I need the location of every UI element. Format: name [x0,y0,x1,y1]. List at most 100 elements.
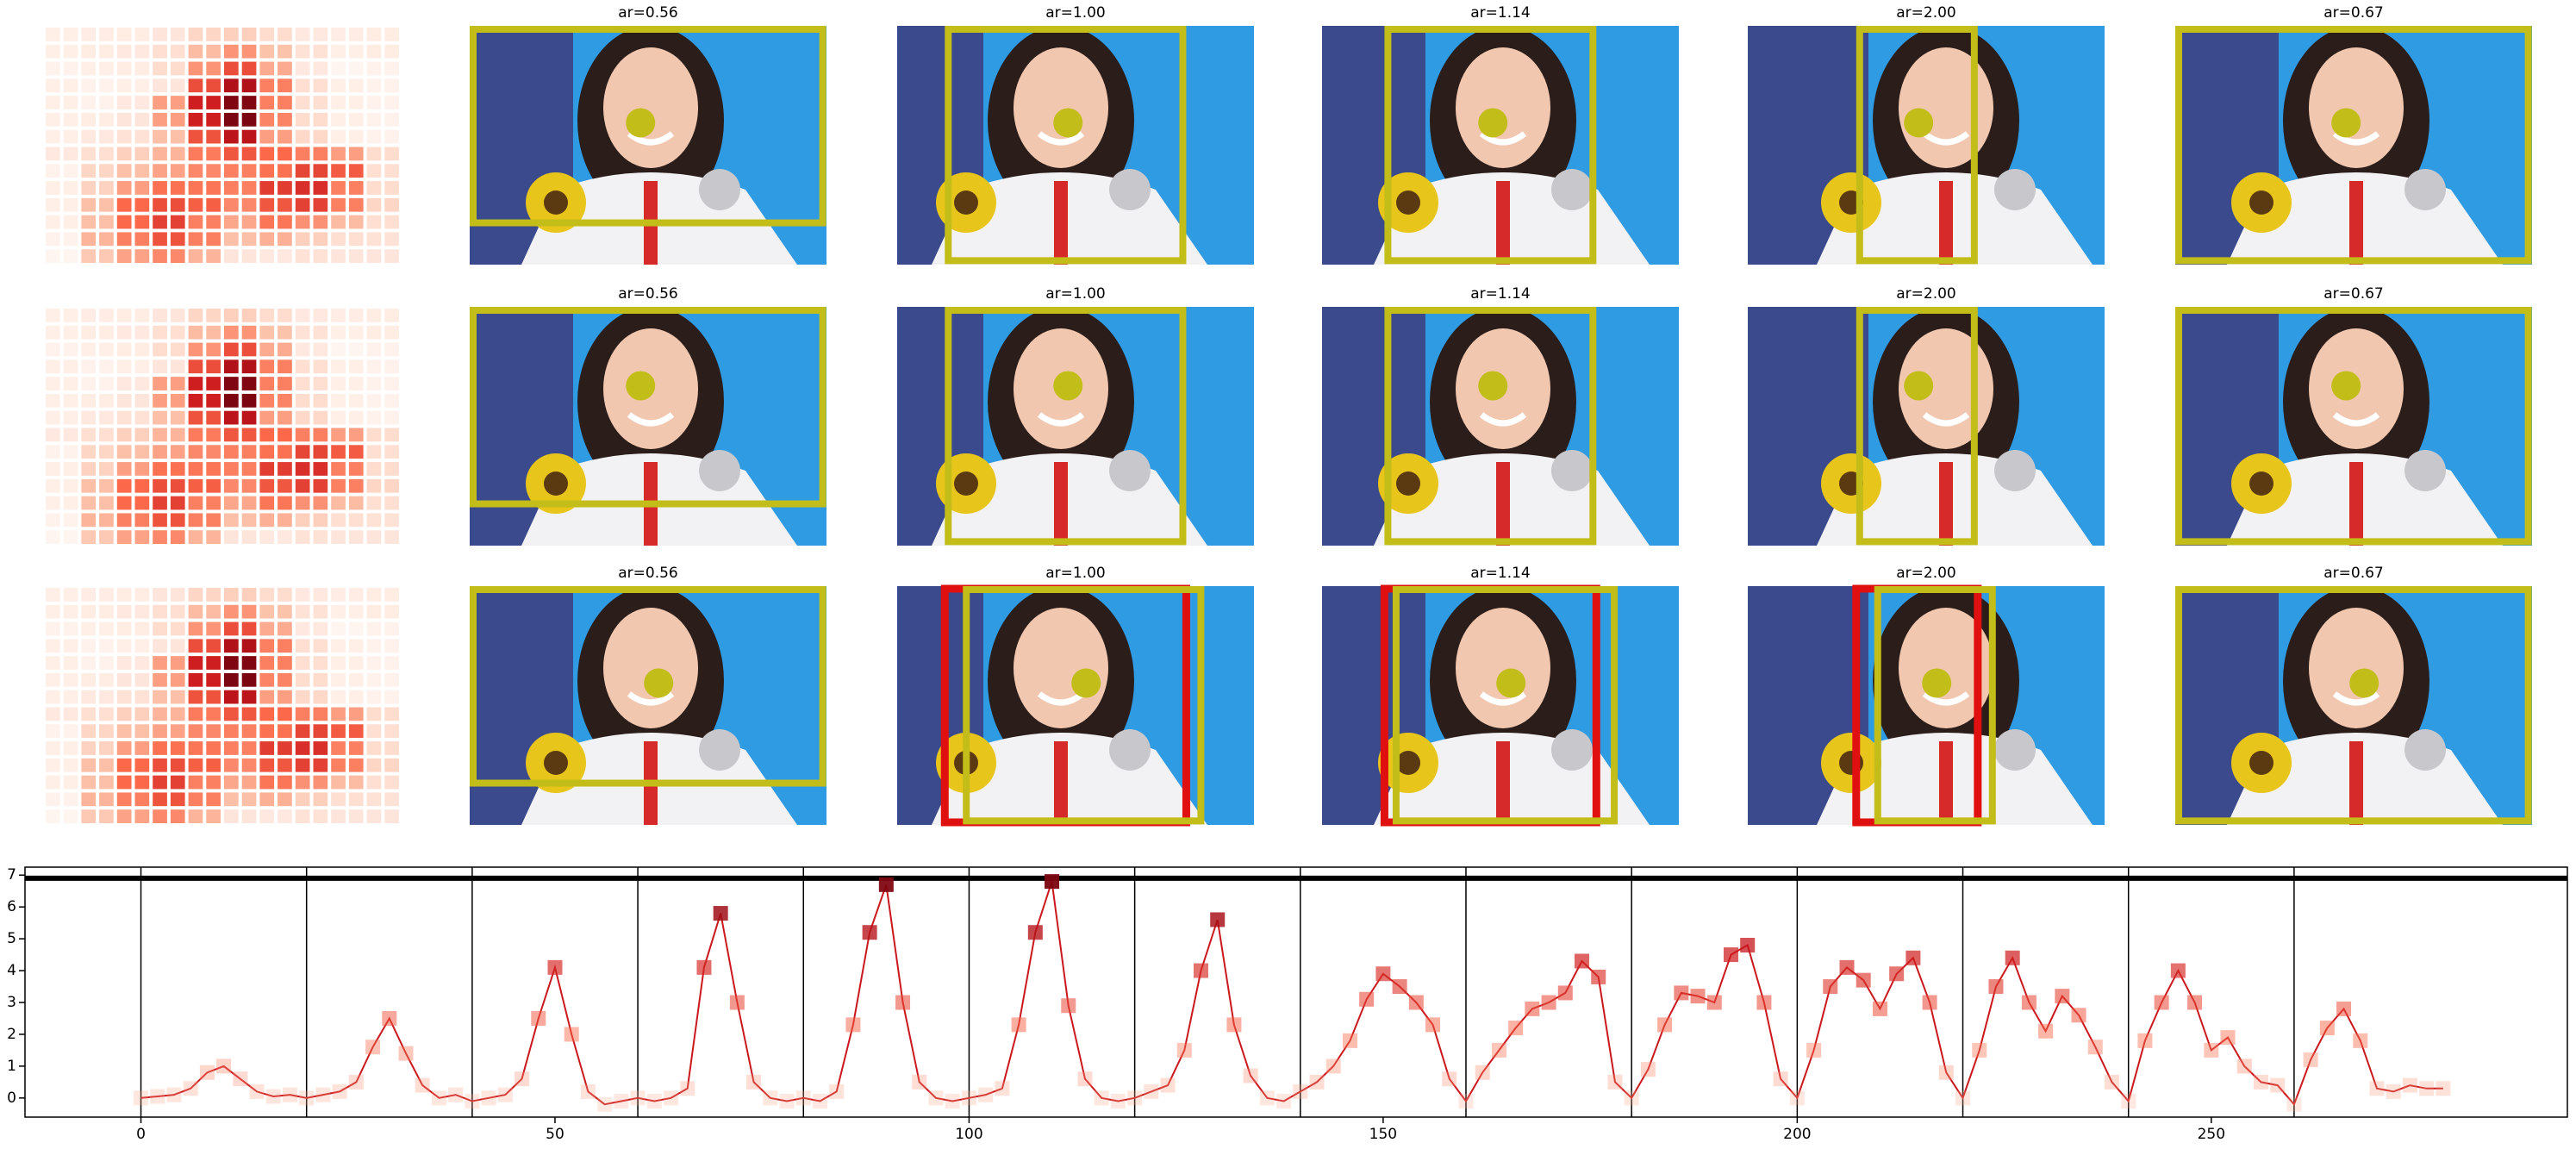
medal [1109,169,1151,210]
heat-cell [278,741,292,755]
face [2309,47,2404,168]
heat-cell [241,249,257,263]
heat-cell [116,129,132,144]
heat-cell [188,724,203,739]
marker [1193,963,1208,978]
heat-cell [188,758,203,772]
marker [862,925,877,940]
heat-cell [384,741,399,755]
marker [1640,1062,1656,1077]
medal [1551,169,1593,210]
panel-title: ar=0.67 [2323,285,2384,303]
heat-cell [224,707,239,721]
heat-cell [278,359,292,374]
heat-cell [206,181,221,195]
heat-cell [170,445,185,459]
heat-cell [188,197,203,212]
heat-cell [384,28,399,41]
flower-center [1396,751,1420,775]
heat-cell [331,377,346,390]
heat-cell [241,197,257,212]
heat-cell [170,690,185,704]
face [1014,608,1108,728]
heat-cell [348,496,364,510]
heat-cell [313,513,328,528]
heat-cell [206,359,221,374]
heat-cell [153,496,167,510]
heat-cell [384,639,399,653]
heat-cell [224,672,239,687]
marker [1408,995,1424,1010]
heat-cell [331,359,346,374]
heat-cell [278,309,292,322]
heat-cell [259,164,275,178]
series-line [140,881,2443,1107]
heat-cell [81,96,97,109]
heat-cell [384,672,399,687]
heat-cell [81,445,97,459]
heat-cell [170,197,185,212]
heat-cell [384,197,399,212]
heat-cell [259,445,275,459]
heat-cell [63,164,78,178]
heat-cell [46,359,60,374]
heat-cell [278,249,292,263]
marker [878,877,894,892]
heat-cell [366,478,382,493]
heat-cell [206,690,221,704]
heat-cell [153,96,167,109]
heat-cell [116,707,132,721]
heat-cell [46,639,60,653]
heat-cell [313,462,328,476]
heat-cell [63,707,78,721]
heat-cell [116,741,132,755]
heat-cell [134,672,150,687]
heatmap [46,588,399,823]
medal [699,450,740,491]
heat-cell [188,775,203,790]
heat-cell [259,325,275,340]
marker [1922,995,1937,1010]
heat-cell [224,588,239,602]
heat-cell [278,232,292,247]
heat-cell [63,96,78,109]
heat-cell [295,44,310,59]
marker [1276,1094,1292,1109]
heat-cell [348,604,364,619]
heat-cell [259,78,275,93]
heat-cell [81,478,97,493]
heat-cell [170,147,185,161]
medal [699,729,740,771]
heat-cell [153,309,167,322]
heat-cell [153,462,167,476]
heat-cell [331,809,346,823]
heat-cell [153,393,167,408]
heat-cell [206,530,221,544]
heat-cell [206,78,221,93]
marker [1674,985,1689,1001]
heat-cell [81,28,97,41]
marker [2204,1042,2219,1058]
heat-cell [188,707,203,721]
heat-cell [366,232,382,247]
heat-cell [134,462,150,476]
heat-cell [259,181,275,195]
heat-cell [81,309,97,322]
heat-cell [384,690,399,704]
heat-cell [153,28,167,41]
heat-cell [278,181,292,195]
marker [1325,1058,1341,1074]
heat-cell [170,44,185,59]
heat-cell [170,656,185,670]
heat-cell [153,197,167,212]
heat-cell [153,530,167,544]
heat-cell [241,164,257,178]
heat-cell [384,462,399,476]
heat-cell [81,809,97,823]
heat-cell [63,147,78,161]
heat-cell [331,656,346,670]
photo-panel: ar=2.00 [1748,565,2105,827]
heat-cell [224,325,239,340]
photo-panel: ar=0.67 [2175,565,2532,825]
photo [897,586,1254,825]
